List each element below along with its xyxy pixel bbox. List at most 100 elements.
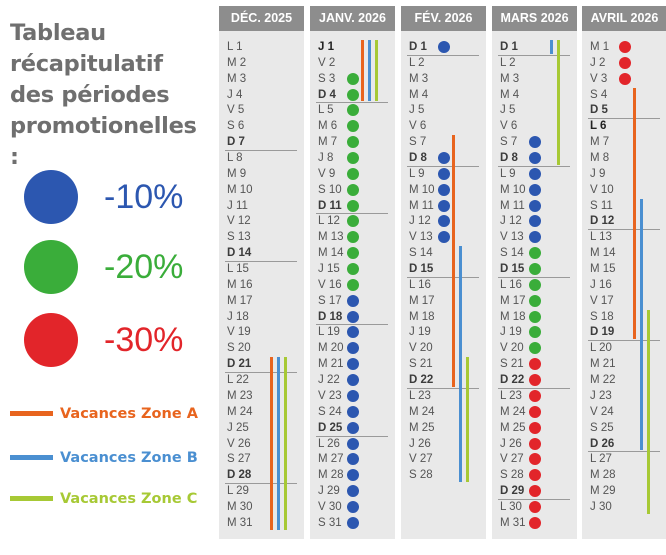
day-row: M 25	[492, 420, 577, 436]
day-label: D 25	[318, 421, 343, 434]
day-row: D 28	[219, 467, 304, 483]
day-row: L 15	[219, 261, 304, 277]
day-label: M 10	[227, 183, 253, 196]
day-label: L 19	[318, 326, 340, 339]
promo-dot	[347, 215, 359, 228]
day-label: J 2	[590, 56, 606, 69]
day-row: D 12	[582, 213, 666, 229]
promo-dot	[347, 104, 359, 117]
day-label: L 9	[500, 167, 516, 180]
promo-dot	[347, 294, 359, 307]
week-separator	[316, 435, 388, 437]
day-label: M 11	[409, 199, 434, 212]
day-row: V 3	[582, 71, 666, 87]
day-label: J 26	[500, 437, 522, 450]
day-label: L 22	[227, 374, 249, 387]
day-row: M 31	[492, 515, 577, 531]
day-label: L 8	[227, 152, 243, 165]
day-label: M 31	[227, 516, 253, 529]
day-row: V 12	[219, 213, 304, 229]
day-label: D 18	[318, 310, 343, 323]
day-label: J 29	[318, 485, 340, 498]
promo-dot	[347, 500, 359, 513]
promo-dot	[347, 326, 359, 339]
day-label: V 27	[500, 453, 524, 466]
day-label: S 20	[227, 342, 251, 355]
day-label: M 7	[318, 136, 338, 149]
day-label: L 15	[227, 263, 249, 276]
day-label: D 29	[500, 485, 525, 498]
day-row: D 7	[219, 134, 304, 150]
day-label: M 13	[318, 231, 344, 244]
week-separator	[225, 372, 297, 374]
day-row: M 17	[401, 293, 486, 309]
day-row: D 26	[582, 436, 666, 452]
month-header: AVRIL 2026	[582, 6, 666, 31]
day-label: V 26	[227, 437, 251, 450]
day-row: J 19	[401, 324, 486, 340]
promo-dot	[529, 405, 541, 418]
day-label: S 27	[227, 453, 251, 466]
day-label: L 16	[409, 278, 431, 291]
day-label: M 29	[590, 485, 616, 498]
day-label: J 8	[318, 152, 334, 165]
day-row: J 11	[219, 198, 304, 214]
promo-dot	[529, 247, 541, 260]
promo-dot	[347, 183, 359, 196]
day-label: V 19	[227, 326, 251, 339]
day-label: M 3	[409, 72, 429, 85]
day-row: M 3	[492, 71, 577, 87]
day-label: M 24	[500, 405, 526, 418]
day-row: J 26	[401, 436, 486, 452]
promo-dot	[347, 120, 359, 133]
day-row: J 12	[492, 213, 577, 229]
day-label: S 31	[318, 516, 342, 529]
day-label: J 11	[227, 199, 248, 212]
month-column-mar-2026: MARS 2026 D 1 L 2 M 3 M 4 J 5 V 6 S 7 D 8 L 9 M 1…	[492, 6, 577, 539]
day-row: J 26	[492, 436, 577, 452]
promo-dot	[619, 72, 631, 85]
day-label: M 25	[500, 421, 526, 434]
day-row: S 14	[401, 245, 486, 261]
day-row: M 22	[582, 372, 666, 388]
promo-dot	[347, 342, 359, 355]
day-label: V 6	[409, 120, 427, 133]
week-separator	[316, 102, 388, 104]
day-row: S 17	[310, 293, 395, 309]
promo-dot	[529, 183, 541, 196]
day-row: D 15	[401, 261, 486, 277]
week-separator	[498, 165, 570, 167]
day-row: L 29	[219, 483, 304, 499]
promo-dot	[347, 310, 359, 323]
day-label: M 21	[318, 358, 344, 371]
day-row: D 8	[492, 150, 577, 166]
vacances-zone-c-bar	[284, 357, 287, 530]
promo-dot	[347, 278, 359, 291]
promo-dot	[347, 72, 359, 85]
day-row: D 29	[492, 483, 577, 499]
day-row: V 13	[492, 229, 577, 245]
promo-dot	[347, 485, 359, 498]
day-row: M 28	[582, 467, 666, 483]
day-row: S 27	[219, 451, 304, 467]
day-label: D 8	[500, 152, 518, 165]
day-label: M 14	[590, 247, 616, 260]
week-separator	[588, 451, 660, 453]
zone-c-line-icon	[10, 496, 53, 501]
blue-dot-icon	[24, 170, 78, 224]
promo-dot	[529, 199, 541, 212]
day-label: M 27	[318, 453, 344, 466]
day-row: M 4	[492, 87, 577, 103]
day-row: M 24	[401, 404, 486, 420]
day-label: S 13	[227, 231, 251, 244]
day-row: D 15	[492, 261, 577, 277]
promo-dot	[438, 167, 450, 180]
day-label: S 28	[500, 469, 524, 482]
day-label: S 10	[318, 183, 342, 196]
day-row: D 11	[310, 198, 395, 214]
day-label: V 3	[590, 72, 608, 85]
day-label: J 9	[590, 167, 606, 180]
promo-dot	[619, 56, 631, 69]
day-label: L 1	[227, 41, 243, 53]
day-row: J 25	[219, 420, 304, 436]
